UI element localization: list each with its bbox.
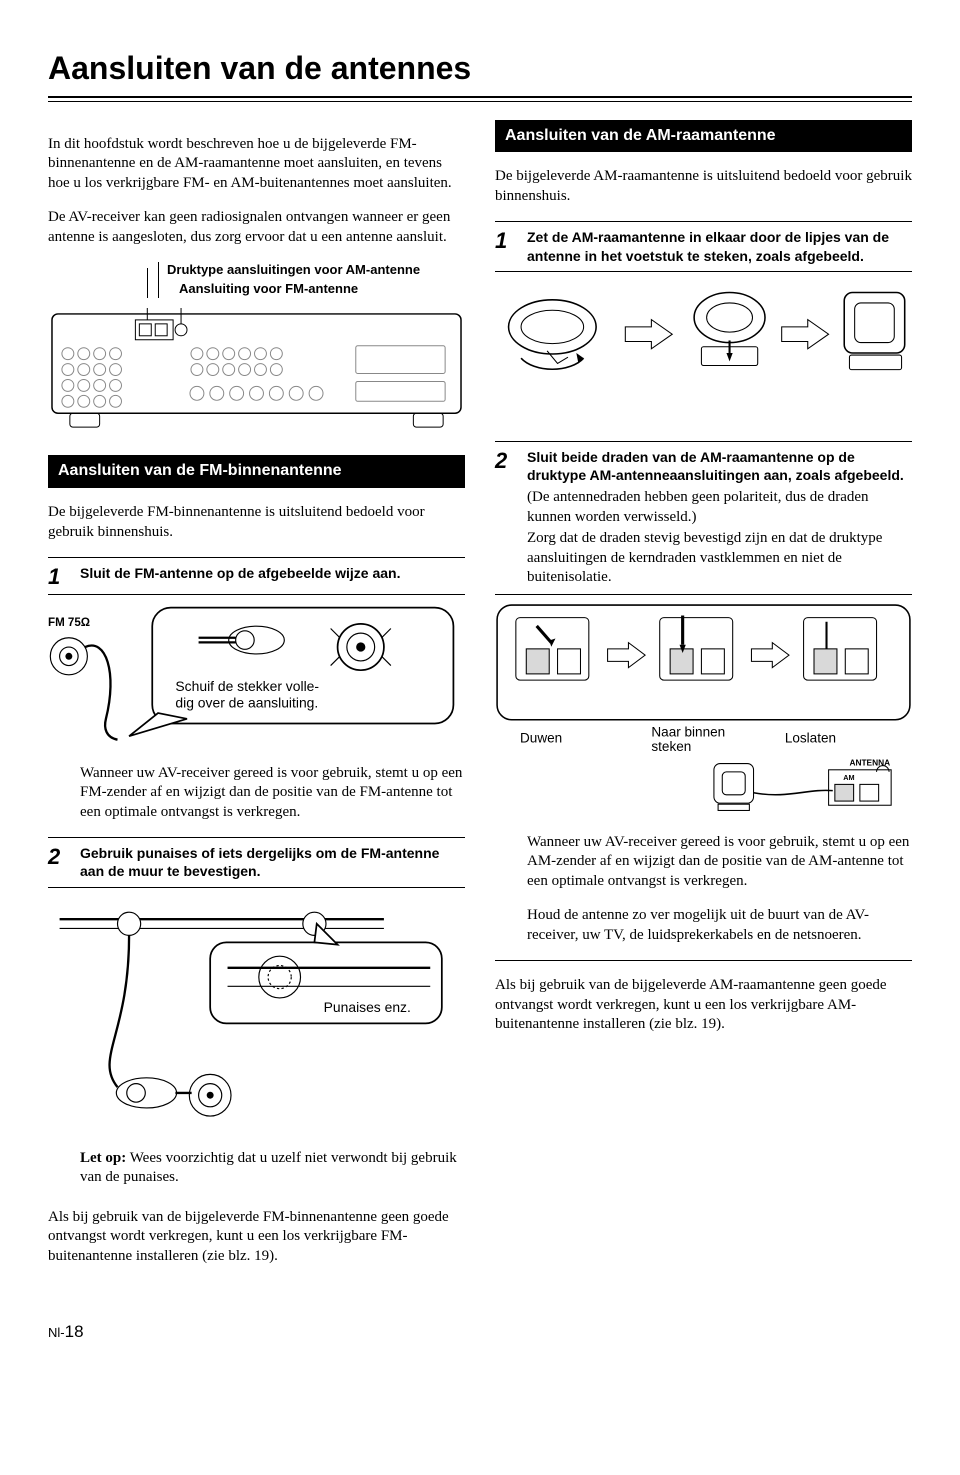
fm-closing: Als bij gebruik van de bijgeleverde FM-b… [48, 1208, 465, 1267]
fm-intro: De bijgeleverde FM-binnenantenne is uits… [48, 503, 465, 542]
am-after-step2b: Houd de antenne zo ver mogelijk uit de b… [527, 906, 912, 945]
fm-step-2-text: Gebruik punaises of iets dergelijks om d… [80, 844, 465, 880]
fm-section-heading: Aansluiten van de FM-binnenantenne [48, 455, 465, 488]
callout-fm-connector: Aansluiting voor FM-antenne [179, 281, 465, 298]
am-intro: De bijgeleverde AM-raamantenne is uitslu… [495, 167, 912, 206]
am-step-1-num: 1 [495, 228, 527, 252]
callout-am-pushtype: Druktype aansluitingen voor AM-antenne [167, 262, 465, 279]
svg-text:FM 75Ω: FM 75Ω [48, 617, 90, 629]
svg-text:dig over de aansluiting.: dig over de aansluiting. [175, 694, 318, 710]
am-step-2-body: Sluit beide draden van de AM-raamantenne… [527, 448, 912, 588]
am-closing: Als bij gebruik van de bijgeleverde AM-r… [495, 976, 912, 1035]
fm-letop-text: Wees voorzichtig dat u uzelf niet verwon… [80, 1150, 457, 1186]
receiver-svg [48, 306, 465, 435]
am-loslaten-label: Loslaten [785, 731, 836, 746]
am-step-2-num: 2 [495, 448, 527, 472]
am-duwen-label: Duwen [520, 731, 562, 746]
fm-step-1-num: 1 [48, 564, 80, 588]
page-number: Nl-18 [48, 1321, 912, 1343]
left-column: In dit hoofdstuk wordt beschreven hoe u … [48, 120, 465, 1282]
am-step-1: 1 Zet de AM-raamantenne in elkaar door d… [495, 221, 912, 271]
fm-step-2: 2 Gebruik punaises of iets dergelijks om… [48, 837, 465, 887]
fm-letop: Let op: Wees voorzichtig dat u uzelf nie… [80, 1149, 465, 1188]
am-step-2-p1: (De antennedraden hebben geen polariteit… [527, 488, 912, 527]
am-section-heading: Aansluiten van de AM-raamantenne [495, 120, 912, 153]
fm-step-1: 1 Sluit de FM-antenne op de afgebeelde w… [48, 557, 465, 595]
fm-schuif-caption: Schuif de stekker volle- [175, 678, 319, 694]
am-assembly-figure [495, 280, 912, 401]
receiver-back-panel-figure [48, 306, 465, 442]
am-rule [495, 960, 912, 961]
antenna-callouts: Druktype aansluitingen voor AM-antenne A… [158, 262, 465, 298]
intro-paragraph-2: De AV-receiver kan geen radiosignalen on… [48, 208, 465, 247]
am-step-2: 2 Sluit beide draden van de AM-raamanten… [495, 441, 912, 595]
am-pushterminal-figure: Duwen Naar binnen steken Loslaten ANTENN… [495, 603, 912, 818]
am-after-step2a: Wanneer uw AV-receiver gereed is voor ge… [527, 833, 912, 892]
fm-after-step1: Wanneer uw AV-receiver gereed is voor ge… [80, 764, 465, 823]
page-prefix: Nl- [48, 1325, 65, 1340]
svg-text:Naar binnen: Naar binnen [651, 724, 725, 739]
am-step-2-p2: Zorg dat de draden stevig bevestigd zijn… [527, 529, 912, 588]
fm-step-2-num: 2 [48, 844, 80, 868]
am-step-2-bold: Sluit beide draden van de AM-raamantenne… [527, 448, 912, 484]
fm-connector-svg: Schuif de stekker volle- dig over de aan… [48, 603, 465, 742]
page-number-value: 18 [65, 1322, 84, 1341]
am-assembly-svg [495, 280, 912, 395]
fm-step-1-text: Sluit de FM-antenne op de afgebeelde wij… [80, 564, 465, 582]
svg-text:Punaises enz.: Punaises enz. [324, 998, 411, 1014]
right-column: Aansluiten van de AM-raamantenne De bijg… [495, 120, 912, 1282]
page-title: Aansluiten van de antennes [48, 48, 912, 90]
svg-text:steken: steken [651, 739, 691, 754]
title-rule [48, 96, 912, 102]
fm-punaises-figure: Punaises enz. [48, 896, 465, 1134]
fm-connector-figure: Schuif de stekker volle- dig over de aan… [48, 603, 465, 749]
am-step-1-text: Zet de AM-raamantenne in elkaar door de … [527, 228, 912, 264]
am-pushterminal-svg: Duwen Naar binnen steken Loslaten ANTENN… [495, 603, 912, 812]
fm-letop-label: Let op: [80, 1150, 126, 1166]
intro-paragraph-1: In dit hoofdstuk wordt beschreven hoe u … [48, 135, 465, 194]
fm-punaises-svg: Punaises enz. [48, 896, 465, 1128]
svg-text:AM: AM [843, 773, 854, 782]
